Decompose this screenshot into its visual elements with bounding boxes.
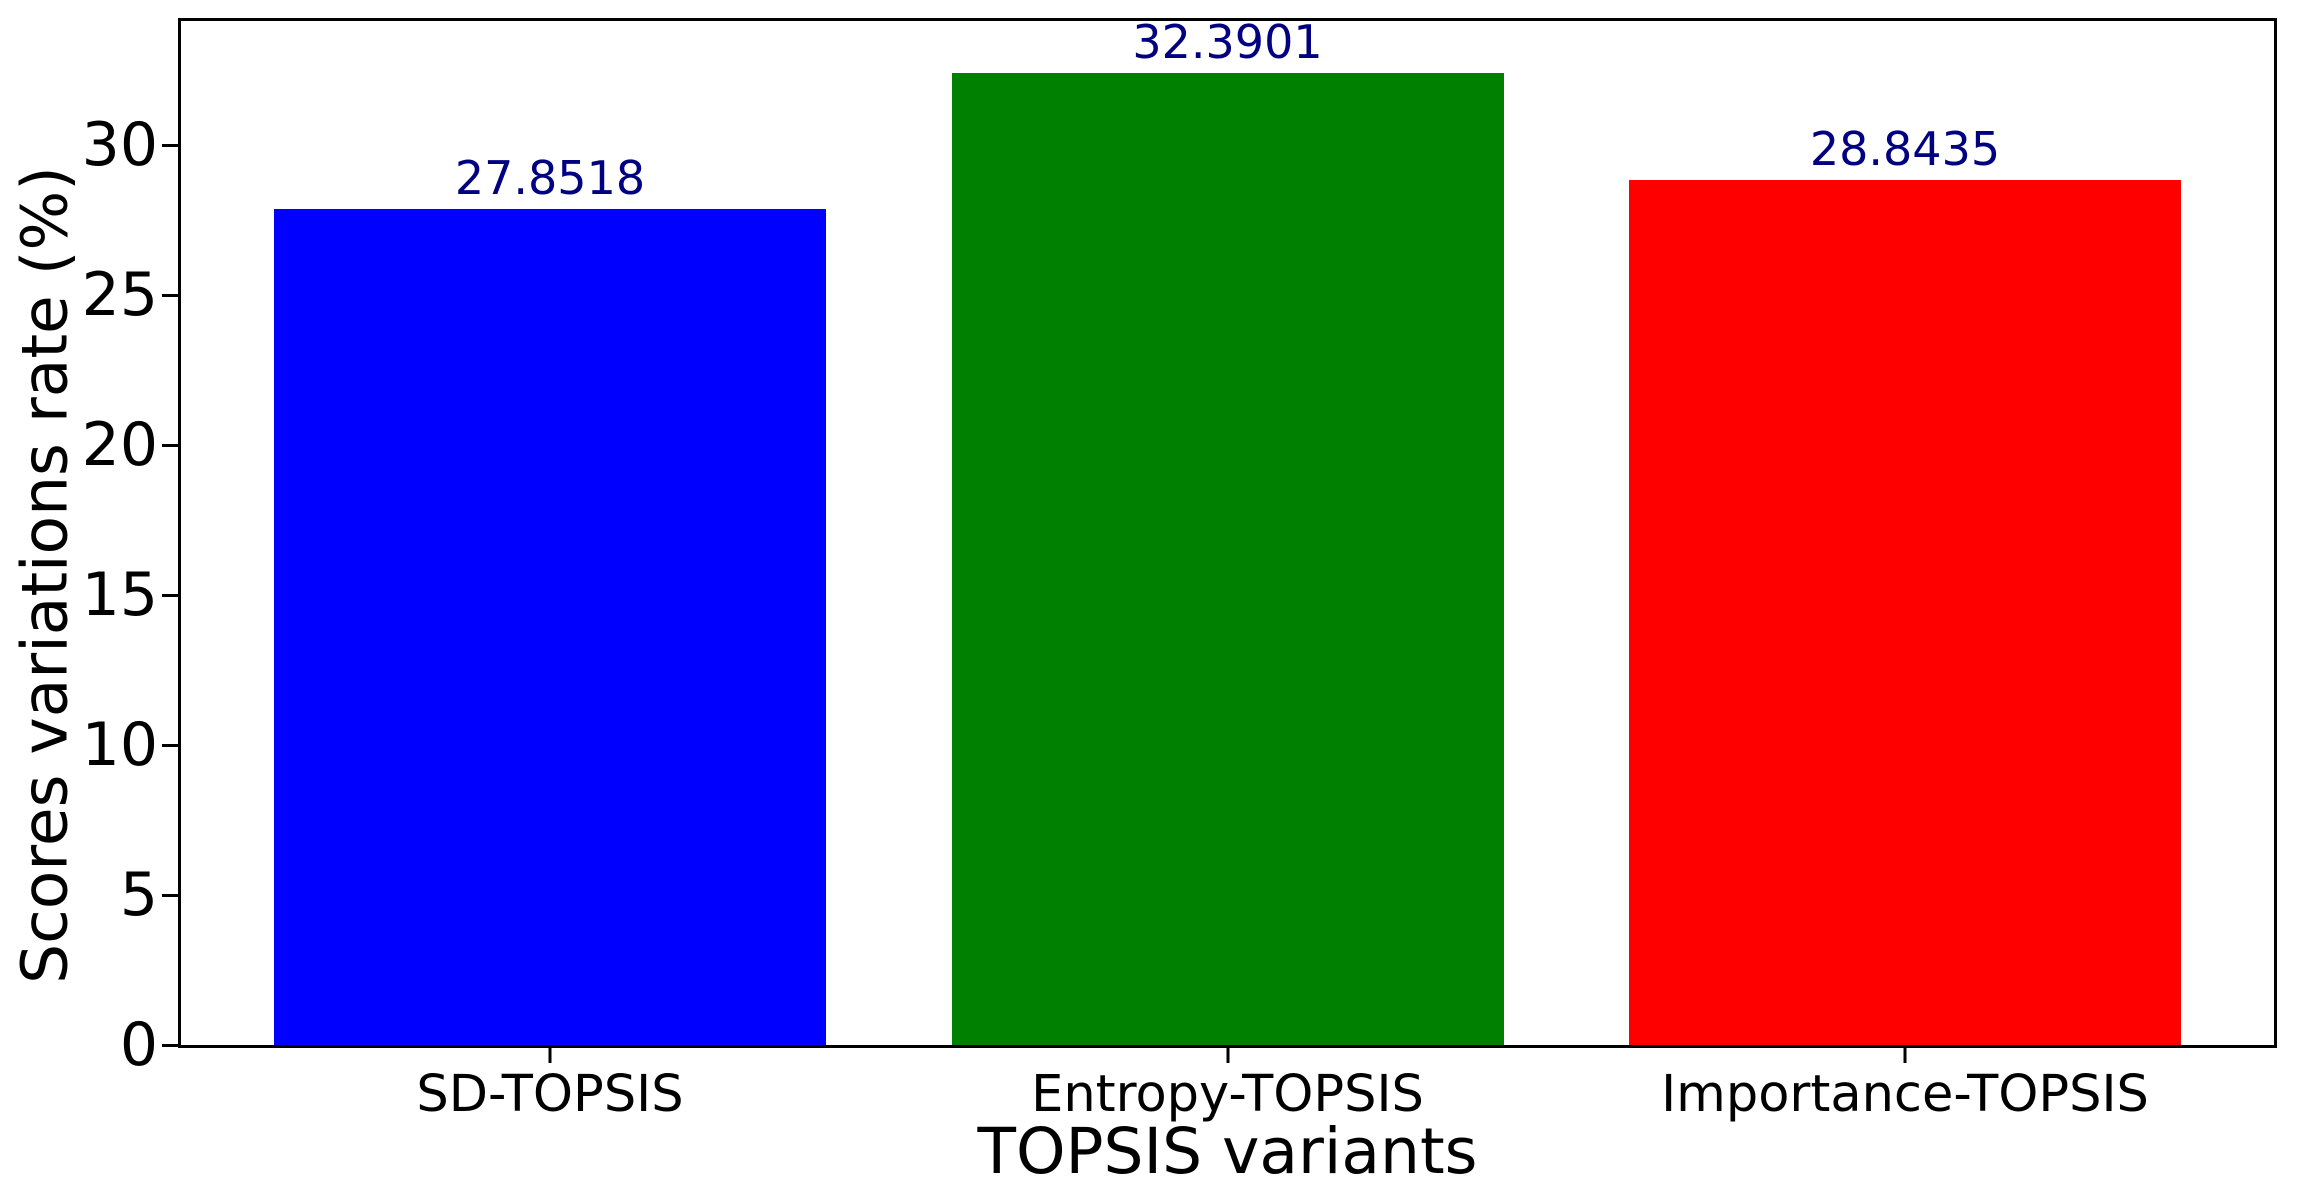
y-tick-label: 10 xyxy=(81,709,158,780)
x-tick-label: SD-TOPSIS xyxy=(416,1065,684,1124)
y-tick-label: 20 xyxy=(81,409,158,480)
y-tick-mark xyxy=(162,443,178,447)
bar-value-label: 28.8435 xyxy=(1809,121,2001,176)
x-tick-mark xyxy=(548,1048,552,1063)
y-tick-label: 30 xyxy=(81,109,158,180)
x-tick-label: Importance-TOPSIS xyxy=(1661,1065,2149,1124)
y-tick-label: 15 xyxy=(81,559,158,630)
bar-slot: 28.8435 Importance-TOPSIS xyxy=(1629,21,2181,1120)
y-tick-mark xyxy=(162,293,178,297)
y-tick-label: 5 xyxy=(119,860,158,930)
bar xyxy=(951,73,1504,1045)
x-tick-mark xyxy=(1903,1048,1907,1063)
bar-value-label: 32.3901 xyxy=(1132,15,1323,70)
bar xyxy=(274,209,826,1045)
y-axis-label: Scores variations rate (%) xyxy=(8,166,82,984)
x-axis-label: TOPSIS variants xyxy=(977,1115,1478,1188)
y-tick-mark xyxy=(162,894,178,897)
y-tick-mark xyxy=(162,743,178,747)
x-tick-mark xyxy=(1226,1048,1229,1063)
bar-value-label: 27.8518 xyxy=(454,151,646,206)
bars-layer: 27.8518 SD-TOPSIS 32.3901 Entropy-TOPSIS 28.… xyxy=(181,15,2274,1120)
y-tick-mark xyxy=(162,143,178,147)
y-tick-mark xyxy=(162,593,178,597)
plot-area: 27.8518 SD-TOPSIS 32.3901 Entropy-TOPSIS 28.… xyxy=(82,15,2277,1120)
y-tick-label: 25 xyxy=(81,259,158,330)
y-tick-mark xyxy=(162,1044,178,1047)
y-tick-label: 0 xyxy=(119,1010,158,1080)
bar-slot: 27.8518 SD-TOPSIS xyxy=(274,21,826,1120)
bar xyxy=(1629,179,2181,1045)
bar-slot: 32.3901 Entropy-TOPSIS xyxy=(951,15,1504,1120)
x-tick-label: Entropy-TOPSIS xyxy=(1031,1065,1424,1124)
